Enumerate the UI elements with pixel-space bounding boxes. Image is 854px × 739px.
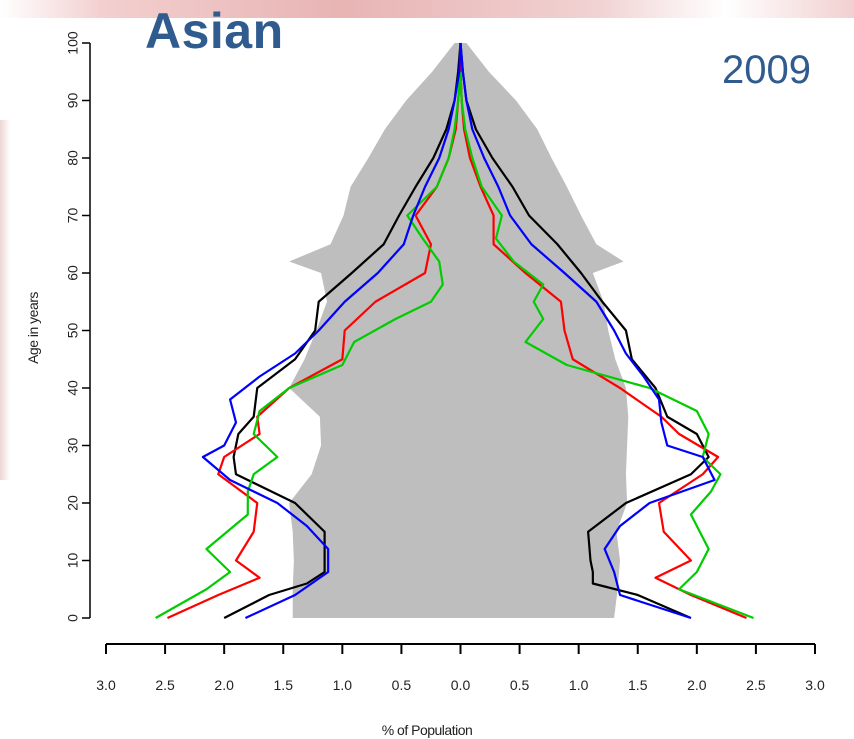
y-tick-label: 60 xyxy=(65,265,81,281)
y-tick-label: 70 xyxy=(65,208,81,224)
series-4-right-line xyxy=(459,42,716,620)
x-tick-label: 0.5 xyxy=(392,677,412,693)
y-tick-label: 10 xyxy=(65,553,81,569)
x-tick-label: 1.5 xyxy=(628,677,648,693)
pyramid-area xyxy=(289,43,629,618)
x-tick-label: 3.0 xyxy=(805,677,825,693)
series-lines xyxy=(155,42,754,620)
x-tick-label: 0.0 xyxy=(451,677,471,693)
series-4-left-line xyxy=(201,42,462,619)
y-tick-label: 0 xyxy=(65,614,81,622)
left-edge-decoration xyxy=(0,120,10,480)
series-2-right-line xyxy=(459,43,747,620)
chart-title: Asian xyxy=(145,3,284,59)
series-1-right-line xyxy=(459,42,710,620)
y-tick-label: 40 xyxy=(65,380,81,396)
x-tick-label: 2.5 xyxy=(155,677,175,693)
series-3-right-line xyxy=(459,71,754,620)
x-tick-label: 3.0 xyxy=(96,677,116,693)
x-tick-label: 2.0 xyxy=(687,677,707,693)
chart-year: 2009 xyxy=(722,48,811,92)
y-tick-label: 100 xyxy=(65,31,81,55)
x-tick-label: 2.5 xyxy=(746,677,766,693)
y-tick-label: 50 xyxy=(65,323,81,339)
y-tick-label: 80 xyxy=(65,150,81,166)
x-axis-label: % of Population xyxy=(381,722,473,738)
series-3-left-line xyxy=(155,71,462,619)
series-1-left-line xyxy=(223,42,462,619)
y-tick-label: 20 xyxy=(65,495,81,511)
x-tick-label: 1.5 xyxy=(274,677,294,693)
header-banner xyxy=(0,0,854,18)
y-tick-label: 30 xyxy=(65,438,81,454)
x-tick-label: 1.0 xyxy=(333,677,353,693)
background-pyramid xyxy=(289,43,629,618)
axes: 0 10 20 30 40 50 60 70 80 90 100 3.0 2.5 2.0 1.5 1.0 0.5… xyxy=(65,31,825,693)
y-tick-label: 90 xyxy=(65,93,81,109)
x-tick-label: 1.0 xyxy=(569,677,589,693)
x-tick-label: 2.0 xyxy=(214,677,234,693)
x-tick-label: 0.5 xyxy=(510,677,530,693)
